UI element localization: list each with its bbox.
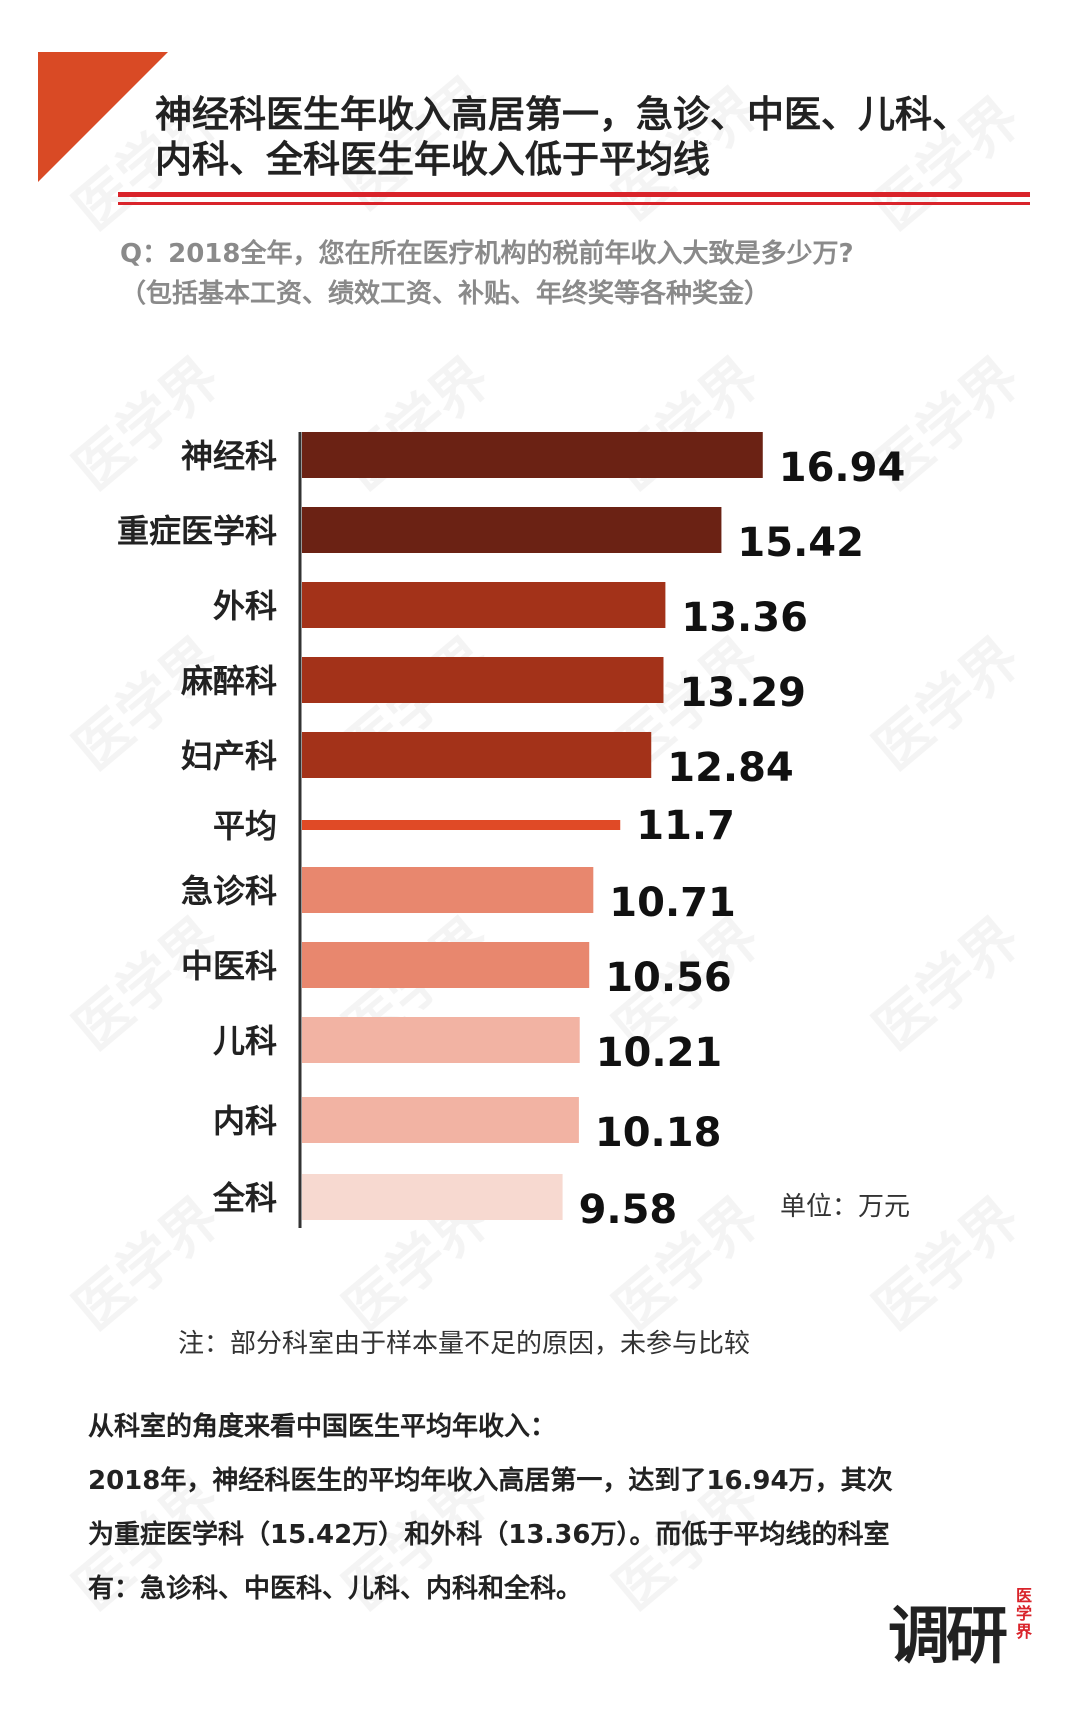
question-line-2: （包括基本工资、绩效工资、补贴、年终奖等各种奖金） <box>120 279 771 309</box>
unit-label: 单位：万元 <box>780 1192 910 1222</box>
data-label: 13.36 <box>681 595 808 641</box>
logo: 调研 医学界 <box>888 1585 1038 1675</box>
data-label: 9.58 <box>579 1187 678 1233</box>
data-label: 12.84 <box>667 745 794 791</box>
title-rule <box>118 192 1030 197</box>
category-label: 内科 <box>213 1102 277 1140</box>
bar-chart: 单位：万元 神经科 16.94 重症医学科 15.42 外科 13.36 麻醉科 13.29 妇… <box>117 432 910 1233</box>
title-line-2: 内科、全科医生年收入低于平均线 <box>155 138 710 181</box>
logo-sub: 医学界 <box>1016 1586 1033 1641</box>
data-label: 11.7 <box>636 803 735 849</box>
bar <box>302 432 763 478</box>
category-label: 麻醉科 <box>181 662 277 700</box>
data-label: 16.94 <box>779 445 906 491</box>
category-label: 平均 <box>213 807 277 845</box>
data-label: 10.56 <box>605 955 732 1001</box>
category-label: 外科 <box>213 587 277 625</box>
bar <box>302 1097 579 1143</box>
category-label: 重症医学科 <box>117 512 277 550</box>
chart-note: 注：部分科室由于样本量不足的原因，未参与比较 <box>178 1329 751 1359</box>
data-label: 10.21 <box>596 1030 723 1076</box>
summary-line: 为重症医学科（15.42万）和外科（13.36万）。而低于平均线的科室 <box>88 1520 890 1550</box>
category-label: 儿科 <box>213 1022 277 1060</box>
bar <box>302 507 722 553</box>
data-label: 10.18 <box>595 1110 722 1156</box>
page-title: 神经科医生年收入高居第一，急诊、中医、儿科、 内科、全科医生年收入低于平均线 <box>155 92 969 182</box>
bar <box>302 1017 580 1063</box>
summary-line: 2018年，神经科医生的平均年收入高居第一，达到了16.94万，其次 <box>88 1466 893 1496</box>
data-label: 13.29 <box>679 670 806 716</box>
category-label: 急诊科 <box>181 872 277 910</box>
bar <box>302 942 590 988</box>
category-label: 中医科 <box>181 947 277 985</box>
category-label: 全科 <box>212 1179 277 1217</box>
category-label: 神经科 <box>181 437 277 475</box>
survey-question: Q：2018全年，您在所在医疗机构的税前年收入大致是多少万? （包括基本工资、绩… <box>120 234 854 314</box>
corner-accent <box>38 52 168 182</box>
question-line-1: Q：2018全年，您在所在医疗机构的税前年收入大致是多少万? <box>120 239 854 269</box>
title-line-1: 神经科医生年收入高居第一，急诊、中医、儿科、 <box>155 93 969 136</box>
data-label: 15.42 <box>737 520 864 566</box>
data-label: 10.71 <box>609 880 736 926</box>
category-label: 妇产科 <box>181 737 277 775</box>
bar <box>302 657 664 703</box>
average-line <box>302 820 621 830</box>
bar <box>302 732 652 778</box>
summary-text: 从科室的角度来看中国医生平均年收入： 2018年，神经科医生的平均年收入高居第一… <box>88 1400 1038 1616</box>
bar <box>302 582 666 628</box>
bar <box>302 867 594 913</box>
bar <box>302 1174 563 1220</box>
summary-heading: 从科室的角度来看中国医生平均年收入： <box>88 1412 557 1442</box>
title-rule <box>118 202 1030 205</box>
logo-main: 调研 <box>888 1599 1008 1672</box>
summary-line: 有：急诊科、中医科、儿科、内科和全科。 <box>88 1574 583 1604</box>
